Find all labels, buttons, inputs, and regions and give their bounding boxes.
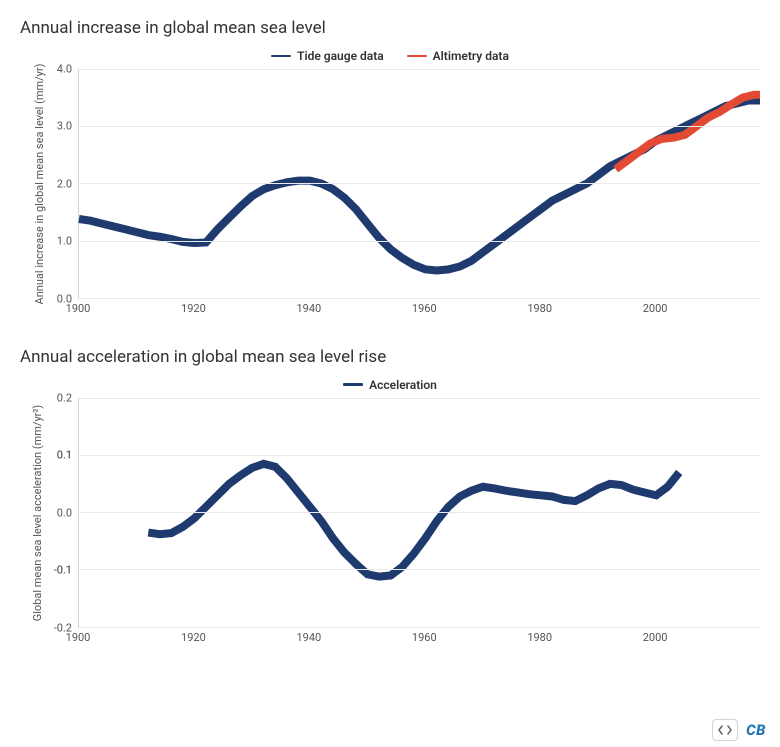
legend-label: Acceleration [369, 378, 437, 392]
chart-sea-level-increase: Annual increase in global mean sea level… [0, 0, 780, 329]
chart2-ylabel-cell: Global mean sea level acceleration (mm/y… [20, 398, 44, 628]
legend-swatch [343, 383, 363, 386]
xtick: 1980 [527, 631, 552, 644]
xtick: 1940 [296, 302, 321, 315]
code-icon [718, 725, 732, 735]
chart2-plot-area: Global mean sea level acceleration (mm/y… [20, 398, 760, 628]
legend-swatch [271, 55, 291, 58]
chart2-ylabel: Global mean sea level acceleration (mm/y… [31, 404, 44, 621]
legend-swatch [407, 55, 427, 58]
grid-line [79, 126, 760, 127]
series-line [148, 463, 679, 576]
chart1-plot [78, 69, 760, 299]
ytick: 4.0 [57, 62, 72, 75]
ytick: 0.2 [57, 391, 72, 404]
legend-label: Tide gauge data [297, 49, 384, 63]
chart1-xticks: 190019201940196019802000 [78, 299, 760, 319]
xtick: 1960 [412, 631, 437, 644]
footer: CB [712, 719, 766, 741]
grid-line [79, 183, 760, 184]
xtick: 1920 [181, 302, 206, 315]
chart1-plot-area: Annual increase in global mean sea level… [20, 69, 760, 299]
grid-line [79, 455, 760, 456]
xtick: 1960 [412, 302, 437, 315]
ytick: 1.0 [57, 235, 72, 248]
chart2-xticks: 190019201940196019802000 [78, 628, 760, 648]
legend-item-altimetry: Altimetry data [407, 49, 509, 63]
xtick: 1980 [527, 302, 552, 315]
chart1-yticks: 0.01.02.03.04.0 [44, 69, 78, 299]
grid-line [79, 241, 760, 242]
ytick: 3.0 [57, 120, 72, 133]
xtick: 2000 [643, 302, 668, 315]
grid-line [79, 512, 760, 513]
legend-item-acceleration: Acceleration [343, 378, 437, 392]
grid-line [79, 398, 760, 399]
ytick: 2.0 [57, 177, 72, 190]
chart2-title: Annual acceleration in global mean sea l… [20, 347, 760, 367]
xtick: 1940 [296, 631, 321, 644]
legend-item-tide-gauge: Tide gauge data [271, 49, 384, 63]
grid-line [79, 69, 760, 70]
chart2-yticks: -0.2-0.1-0.10.00.10.10.2 [44, 398, 78, 628]
ytick: 0.0 [57, 506, 72, 519]
chart2-plot [78, 398, 760, 628]
legend-label: Altimetry data [433, 49, 509, 63]
site-logo[interactable]: CB [746, 721, 766, 739]
xtick: 2000 [643, 631, 668, 644]
embed-button[interactable] [712, 719, 738, 741]
grid-line [79, 569, 760, 570]
ytick: 0.1 [57, 449, 72, 462]
chart-sea-level-acceleration: Annual acceleration in global mean sea l… [0, 329, 780, 658]
xtick: 1900 [66, 302, 91, 315]
chart1-ylabel-cell: Annual increase in global mean sea level… [20, 69, 44, 299]
xtick: 1920 [181, 631, 206, 644]
ytick: -0.1 [54, 564, 72, 577]
chart1-title: Annual increase in global mean sea level [20, 18, 760, 38]
chart2-legend: Acceleration [20, 375, 760, 392]
chart1-legend: Tide gauge data Altimetry data [20, 46, 760, 63]
xtick: 1900 [66, 631, 91, 644]
